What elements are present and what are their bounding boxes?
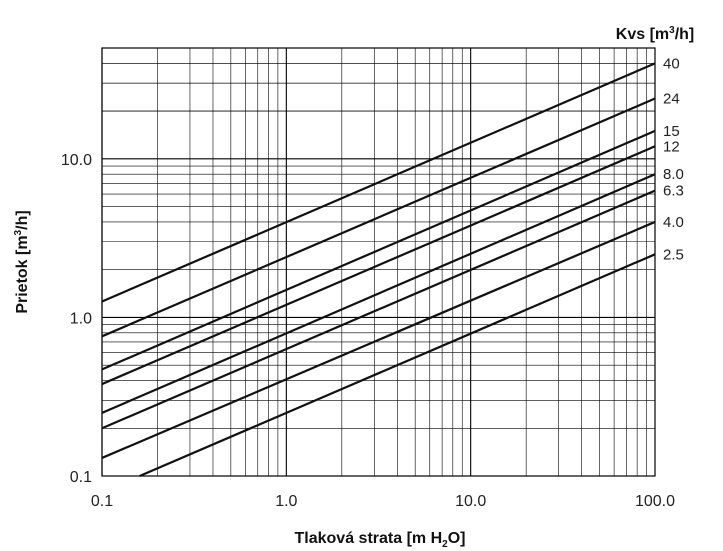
x-tick-labels: 0.1 1.0 10.0 100.0 [91,493,675,510]
grid-major [101,48,655,477]
x-tick-label: 1.0 [275,493,297,510]
series-line-4-0 [101,220,656,459]
x-tick-label: 10.0 [455,493,486,510]
series-label-15: 15 [663,123,680,140]
series-label-2-5: 2.5 [663,246,684,263]
series-line-24 [101,97,656,338]
y-tick-label: 1.0 [70,310,92,327]
series-lines [101,62,656,478]
series-label-4-0: 4.0 [663,214,684,231]
x-axis-title: Tlaková strata [m H2O] [295,530,466,550]
series-line-15 [101,129,656,371]
series-label-6-3: 6.3 [663,183,684,200]
series-line-40 [101,62,656,303]
x-tick-label: 0.1 [91,493,113,510]
y-tick-label: 10.0 [61,152,92,169]
series-line-2-5 [139,253,656,478]
series-line-6-3 [101,189,656,430]
series-label-12: 12 [663,138,680,155]
legend-title: Kvs [m3/h] [616,25,694,43]
y-tick-labels: 0.1 1.0 10.0 [61,152,92,486]
series-label-24: 24 [663,91,680,108]
series-line-12 [101,145,656,386]
series-label-40: 40 [663,55,680,72]
series-line-8-0 [101,173,656,414]
x-tick-label: 100.0 [635,493,675,510]
plot-frame [101,47,656,477]
series-label-8-0: 8.0 [663,166,684,183]
grid-minor [102,47,655,476]
y-axis-title: Prietok [m3/h] [13,210,31,313]
y-tick-label: 0.1 [70,469,92,486]
